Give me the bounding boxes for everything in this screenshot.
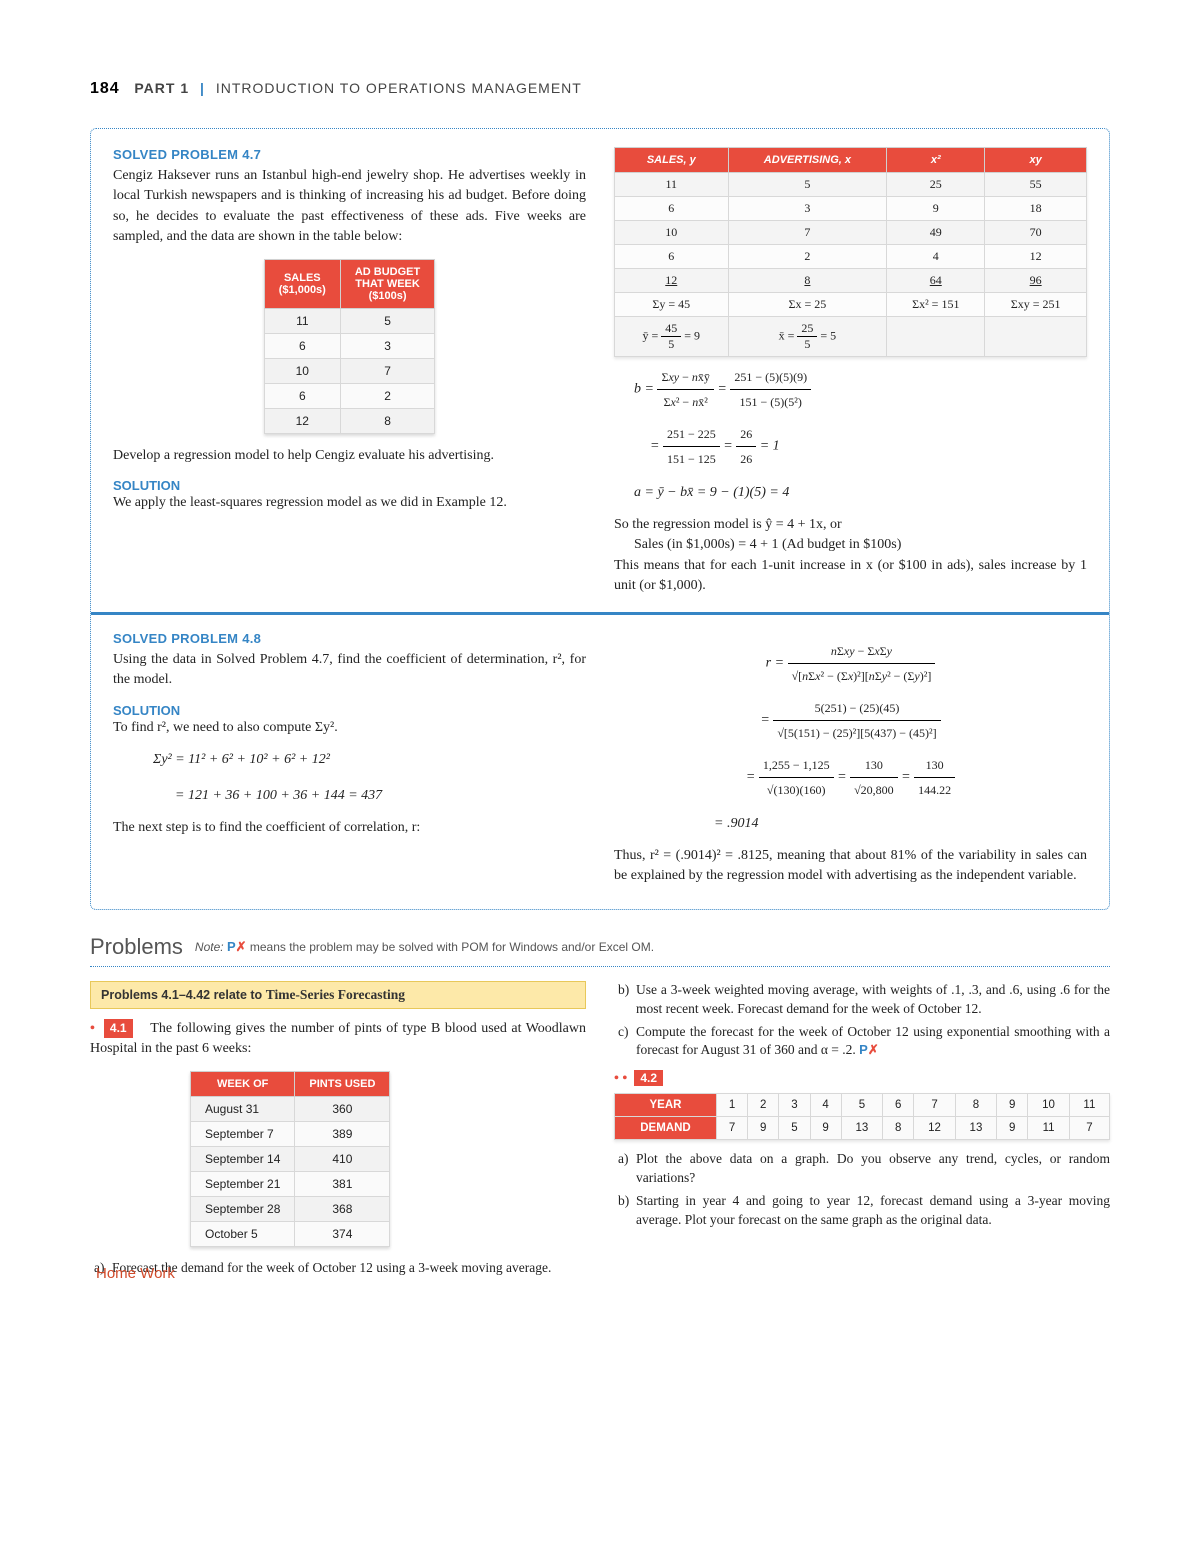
sp47-concl2: Sales (in $1,000s) = 4 + 1 (Ad budget in… xyxy=(634,535,1087,555)
sp48-solution-title: SOLUTION xyxy=(113,703,586,718)
px-icon: P✗ xyxy=(859,1041,879,1059)
homework-label: Home Work xyxy=(96,1265,175,1282)
sp48-title: SOLVED PROBLEM 4.8 xyxy=(113,631,586,646)
header-divider: | xyxy=(200,80,205,96)
dotted-separator xyxy=(90,966,1110,967)
divider-rule xyxy=(91,612,1109,615)
th-sales: SALES ($1,000s) xyxy=(264,260,340,309)
sp48-sol-text: To find r², we need to also compute Σy². xyxy=(113,718,586,738)
sp47-a-formula: a = ȳ − bx̄ = 9 − (1)(5) = 4 xyxy=(634,479,1087,507)
ybar-cell: ȳ = 455 = 9 xyxy=(615,317,729,357)
px-icon: P✗ xyxy=(227,939,247,955)
p42-parts: a)Plot the above data on a graph. Do you… xyxy=(618,1150,1110,1230)
sp48-concl: Thus, r² = (.9014)² = .8125, meaning tha… xyxy=(614,846,1087,887)
sp47-input-table: SALES ($1,000s) AD BUDGET THAT WEEK ($10… xyxy=(264,259,435,434)
p41-table: WEEK OFPINTS USED August 31360 September… xyxy=(190,1071,390,1247)
p41-parts-right: b)Use a 3-week weighted moving average, … xyxy=(618,981,1110,1061)
p41-text: • 4.1 The following gives the number of … xyxy=(90,1019,586,1060)
sp47-solution-title: SOLUTION xyxy=(113,478,586,493)
solved-problems-box: SOLVED PROBLEM 4.7 Cengiz Haksever runs … xyxy=(90,128,1110,910)
sp48-sy2-1: Σy² = 11² + 6² + 10² + 6² + 12² xyxy=(153,746,586,774)
sp48-next: The next step is to find the coefficient… xyxy=(113,818,586,838)
problems-header: Problems Note: P✗ means the problem may … xyxy=(90,934,1110,960)
sp48-r-step2: = 5(251) − (25)(45)√[5(151) − (25)²][5(4… xyxy=(614,696,1087,745)
yellow-topic-bar: Problems 4.1–4.42 relate to Time-Series … xyxy=(90,981,586,1009)
sp48-r-result: = .9014 xyxy=(714,810,1087,838)
chapter-title: INTRODUCTION TO OPERATIONS MANAGEMENT xyxy=(216,80,582,96)
p42-header: • • 4.2 xyxy=(614,1070,1110,1087)
sp48-r-step3: = 1,255 − 1,125√(130)(160) = 130√20,800 … xyxy=(614,753,1087,802)
difficulty-dot: • xyxy=(90,1021,95,1036)
problems-title: Problems xyxy=(90,934,183,960)
sp48-r-formula: r = nΣxy − ΣxΣy√[nΣx² − (Σx)²][nΣy² − (Σ… xyxy=(614,639,1087,688)
sp47-intro: Cengiz Haksever runs an Istanbul high-en… xyxy=(113,166,586,247)
sp47-concl3: This means that for each 1-unit increase… xyxy=(614,556,1087,597)
sp47-calc-table: SALES, y ADVERTISING, x x² xy 1152555 63… xyxy=(614,147,1087,357)
sp47-title: SOLVED PROBLEM 4.7 xyxy=(113,147,586,162)
sp48-sy2-2: = 121 + 36 + 100 + 36 + 144 = 437 xyxy=(175,782,586,810)
page-header: 184 PART 1 | INTRODUCTION TO OPERATIONS … xyxy=(90,80,1110,98)
sp47-b-result: = 251 − 225151 − 125 = 2626 = 1 xyxy=(650,422,1087,471)
page-number: 184 xyxy=(90,80,120,97)
sp47-question: Develop a regression model to help Cengi… xyxy=(113,446,586,466)
sp48-intro: Using the data in Solved Problem 4.7, fi… xyxy=(113,650,586,691)
sp47-concl1: So the regression model is ŷ = 4 + 1x, o… xyxy=(614,515,1087,535)
p41-num: 4.1 xyxy=(104,1019,133,1038)
problems-note: Note: P✗ means the problem may be solved… xyxy=(195,939,654,955)
part-label: PART 1 xyxy=(134,80,189,96)
th-adbudget: AD BUDGET THAT WEEK ($100s) xyxy=(340,260,434,309)
sp47-solution-text: We apply the least-squares regression mo… xyxy=(113,493,586,513)
sp47-b-formula: b = Σxy − nx̄ȳΣx² − nx̄² = 251 − (5)(5)(… xyxy=(634,365,1087,414)
xbar-cell: x̄ = 255 = 5 xyxy=(728,317,887,357)
p42-table: YEAR1234567891011 DEMAND795913812139117 xyxy=(614,1093,1110,1140)
p42-num: 4.2 xyxy=(634,1070,663,1086)
